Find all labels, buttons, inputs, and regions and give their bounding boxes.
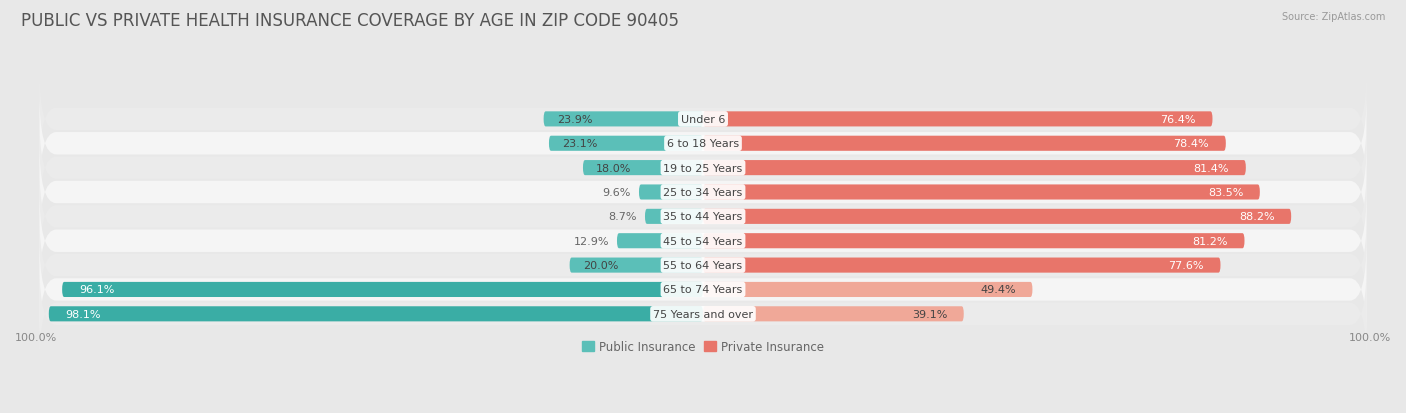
Text: 78.4%: 78.4% [1174,139,1209,149]
FancyBboxPatch shape [39,216,1367,315]
FancyBboxPatch shape [703,112,1212,127]
FancyBboxPatch shape [703,258,1220,273]
Text: 23.1%: 23.1% [562,139,598,149]
FancyBboxPatch shape [39,192,1367,291]
Text: 8.7%: 8.7% [609,212,637,222]
Text: 12.9%: 12.9% [574,236,609,246]
FancyBboxPatch shape [39,167,1367,266]
Legend: Public Insurance, Private Insurance: Public Insurance, Private Insurance [579,338,827,356]
FancyBboxPatch shape [638,185,703,200]
Text: 55 to 64 Years: 55 to 64 Years [664,261,742,271]
FancyBboxPatch shape [49,306,703,322]
FancyBboxPatch shape [703,161,1246,176]
FancyBboxPatch shape [617,234,703,249]
Text: 96.1%: 96.1% [79,285,114,295]
Text: 18.0%: 18.0% [596,163,631,173]
FancyBboxPatch shape [703,282,1032,297]
FancyBboxPatch shape [569,258,703,273]
Text: 45 to 54 Years: 45 to 54 Years [664,236,742,246]
Text: 25 to 34 Years: 25 to 34 Years [664,188,742,197]
FancyBboxPatch shape [645,209,703,224]
FancyBboxPatch shape [583,161,703,176]
FancyBboxPatch shape [548,136,703,152]
Text: 19 to 25 Years: 19 to 25 Years [664,163,742,173]
Text: 81.4%: 81.4% [1194,163,1229,173]
Text: 39.1%: 39.1% [911,309,948,319]
FancyBboxPatch shape [39,240,1367,339]
Text: PUBLIC VS PRIVATE HEALTH INSURANCE COVERAGE BY AGE IN ZIP CODE 90405: PUBLIC VS PRIVATE HEALTH INSURANCE COVER… [21,12,679,30]
Text: 83.5%: 83.5% [1208,188,1243,197]
Text: Under 6: Under 6 [681,114,725,125]
Text: 77.6%: 77.6% [1168,261,1204,271]
FancyBboxPatch shape [39,119,1367,218]
FancyBboxPatch shape [62,282,703,297]
Text: 65 to 74 Years: 65 to 74 Years [664,285,742,295]
FancyBboxPatch shape [39,70,1367,169]
Text: 9.6%: 9.6% [603,188,631,197]
Text: 20.0%: 20.0% [583,261,619,271]
Text: 98.1%: 98.1% [66,309,101,319]
FancyBboxPatch shape [544,112,703,127]
FancyBboxPatch shape [703,185,1260,200]
FancyBboxPatch shape [703,136,1226,152]
FancyBboxPatch shape [39,264,1367,363]
FancyBboxPatch shape [39,94,1367,193]
Text: 81.2%: 81.2% [1192,236,1227,246]
Text: 88.2%: 88.2% [1239,212,1274,222]
Text: 35 to 44 Years: 35 to 44 Years [664,212,742,222]
FancyBboxPatch shape [703,209,1291,224]
FancyBboxPatch shape [39,143,1367,242]
Text: 76.4%: 76.4% [1160,114,1197,125]
Text: 23.9%: 23.9% [557,114,592,125]
FancyBboxPatch shape [703,306,963,322]
Text: Source: ZipAtlas.com: Source: ZipAtlas.com [1281,12,1385,22]
FancyBboxPatch shape [703,234,1244,249]
Text: 6 to 18 Years: 6 to 18 Years [666,139,740,149]
Text: 49.4%: 49.4% [980,285,1015,295]
Text: 75 Years and over: 75 Years and over [652,309,754,319]
